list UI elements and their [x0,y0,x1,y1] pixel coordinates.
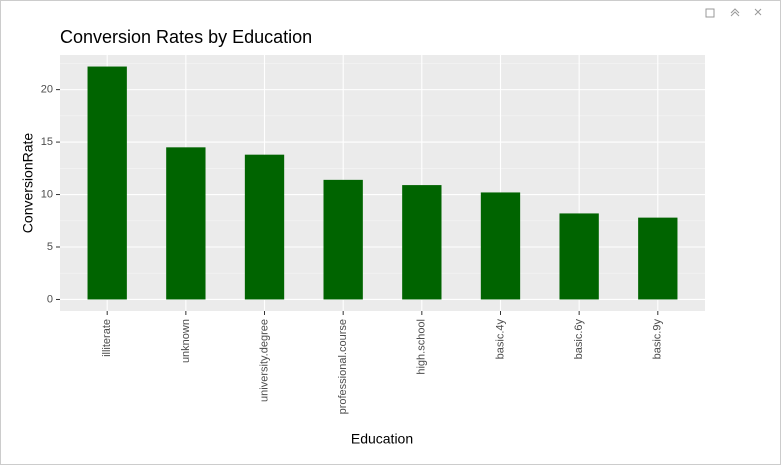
y-tick-label: 5 [47,241,53,253]
bar [166,147,206,300]
collapse-icon-2 [730,8,740,14]
y-axis-title: ConversionRate [20,133,36,234]
window-controls [705,8,762,18]
bar [480,192,521,300]
x-tick-label: unknown [180,319,192,363]
y-tick-label: 15 [41,136,53,148]
bar [638,217,678,300]
collapse-icon[interactable] [730,11,740,17]
chart-title: Conversion Rates by Education [60,27,312,47]
x-tick-label: basic.6y [573,319,585,360]
panel [60,55,705,311]
x-axis-title: Education [351,431,413,447]
bar [244,154,285,300]
y-tick-label: 20 [41,84,53,96]
bar [402,185,442,300]
x-tick-label: basic.9y [652,319,664,360]
bar [559,213,599,300]
x-tick-label: illiterate [101,319,113,357]
x-tick-label: professional.course [337,319,349,414]
y-tick-label: 0 [47,293,53,305]
popout-icon[interactable] [705,8,715,18]
bar [323,179,363,300]
bar [87,66,127,300]
close-icon[interactable] [754,8,762,16]
x-tick-label: university.degree [258,319,270,402]
x-tick-label: basic.4y [494,319,506,360]
y-tick-label: 10 [41,188,53,200]
x-tick-label: high.school [416,319,428,375]
